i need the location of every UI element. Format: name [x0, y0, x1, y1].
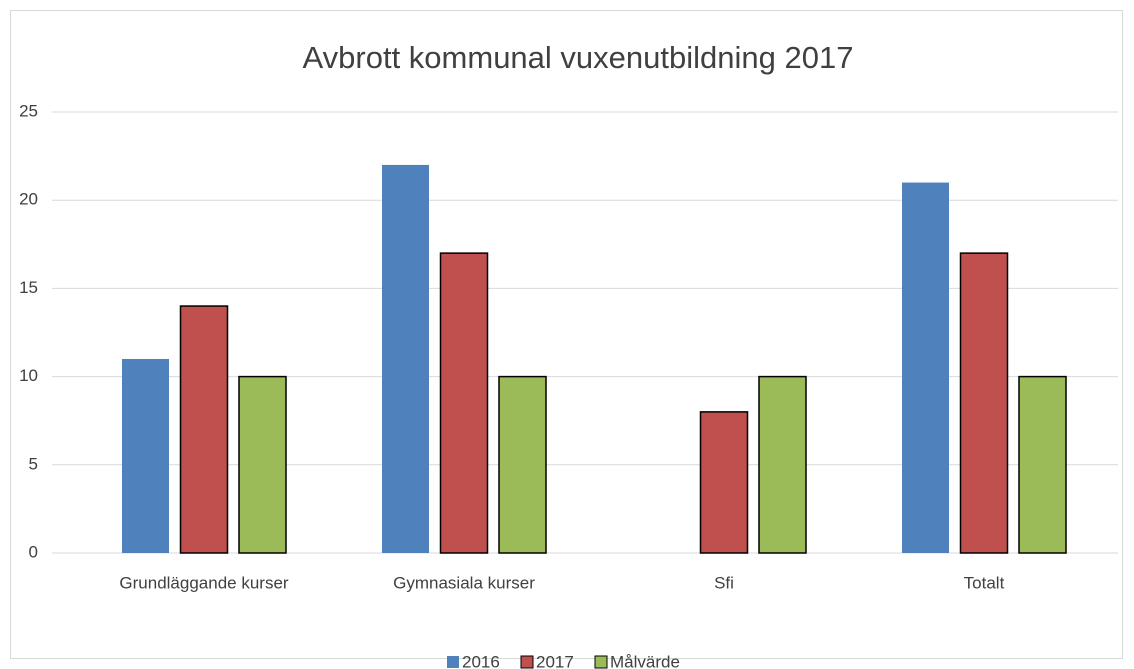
bar	[1018, 375, 1067, 554]
y-tick-label: 10	[19, 366, 38, 385]
y-tick-label: 0	[29, 542, 38, 561]
chart-border	[10, 10, 1123, 659]
y-tick-label: 25	[19, 101, 38, 120]
bar	[498, 375, 547, 554]
bar	[758, 375, 807, 554]
legend-label: 2016	[462, 652, 500, 669]
y-tick-label: 20	[19, 190, 38, 209]
bar	[238, 375, 287, 554]
bar	[959, 252, 1009, 554]
x-tick-label: Sfi	[714, 573, 734, 592]
y-tick-label: 5	[29, 454, 38, 473]
legend-label: Målvärde	[610, 652, 680, 669]
x-tick-label: Totalt	[964, 573, 1005, 592]
x-tick-label: Grundläggande kurser	[119, 573, 289, 592]
bar	[902, 182, 949, 553]
bar	[439, 252, 489, 554]
x-tick-label: Gymnasiala kurser	[393, 573, 535, 592]
bar	[699, 411, 749, 554]
bar	[122, 358, 169, 553]
legend-swatch	[594, 655, 608, 669]
chart-title: Avbrott kommunal vuxenutbildning 2017	[303, 40, 854, 75]
y-tick-label: 15	[19, 278, 38, 297]
legend-swatch	[520, 655, 534, 669]
legend-label: 2017	[536, 652, 574, 669]
bar	[179, 305, 229, 554]
bar	[382, 164, 429, 554]
legend-swatch	[447, 656, 459, 668]
